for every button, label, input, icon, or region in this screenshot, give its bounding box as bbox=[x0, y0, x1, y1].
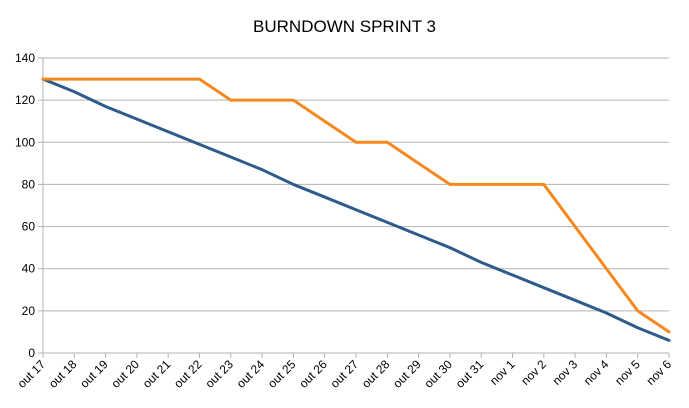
x-tick-label: out 17 bbox=[15, 357, 49, 391]
x-tick-label: out 25 bbox=[265, 357, 299, 391]
y-tick-label: 140 bbox=[15, 51, 35, 65]
series-line-1 bbox=[41, 77, 671, 342]
chart-title: BURNDOWN SPRINT 3 bbox=[253, 17, 436, 36]
x-tick-label: nov 3 bbox=[550, 357, 581, 388]
y-tick-label: 0 bbox=[28, 346, 35, 360]
y-tick-label: 120 bbox=[15, 93, 35, 107]
y-tick-label: 60 bbox=[22, 220, 36, 234]
x-tick-label: nov 2 bbox=[518, 357, 549, 388]
x-tick-label: out 19 bbox=[77, 357, 111, 391]
series-line-2 bbox=[41, 77, 671, 334]
y-tick-label: 20 bbox=[22, 304, 36, 318]
x-tick-label: out 27 bbox=[328, 357, 362, 391]
x-tick-label: out 23 bbox=[202, 357, 236, 391]
x-tick-label: out 28 bbox=[359, 357, 393, 391]
x-tick-label: out 30 bbox=[422, 357, 456, 391]
x-tick-label: nov 1 bbox=[487, 357, 518, 388]
x-tick-label: out 29 bbox=[390, 357, 424, 391]
x-tick-label: out 22 bbox=[171, 357, 205, 391]
x-tick-label: out 26 bbox=[296, 357, 330, 391]
x-tick-label: out 20 bbox=[109, 357, 143, 391]
x-tick-label: nov 6 bbox=[643, 357, 674, 388]
x-tick-label: nov 4 bbox=[581, 357, 612, 388]
x-tick-label: out 21 bbox=[140, 357, 174, 391]
x-tick-label: out 31 bbox=[453, 357, 487, 391]
y-tick-label: 100 bbox=[15, 135, 35, 149]
x-tick-label: out 24 bbox=[234, 357, 268, 391]
y-tick-label: 80 bbox=[22, 177, 36, 191]
x-tick-label: nov 5 bbox=[612, 357, 643, 388]
x-tick-label: out 18 bbox=[46, 357, 80, 391]
y-tick-label: 40 bbox=[22, 262, 36, 276]
